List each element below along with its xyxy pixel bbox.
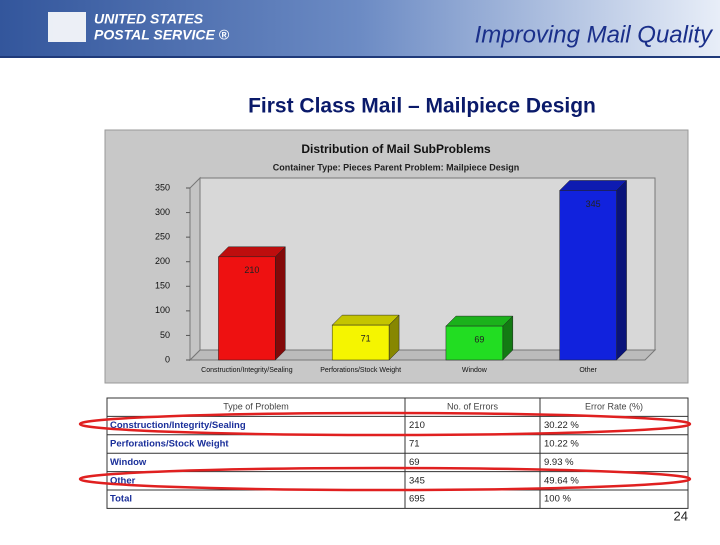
y-tick-label: 200 <box>155 256 170 266</box>
logo-text: UNITED STATES <box>94 11 204 27</box>
table-cell: 9.93 % <box>544 457 574 468</box>
header-rule <box>0 56 720 58</box>
table-header: Type of Problem <box>223 402 289 412</box>
table-cell: 10.22 % <box>544 439 579 450</box>
row-label: Construction/Integrity/Sealing <box>110 420 246 431</box>
table-cell: 100 % <box>544 494 571 505</box>
value-label: 210 <box>244 265 259 275</box>
side-wall <box>189 176 201 362</box>
bar-top <box>445 315 514 327</box>
row-label: Window <box>110 457 147 468</box>
bar-top <box>331 314 400 326</box>
table-cell: 345 <box>409 475 425 486</box>
bar-top <box>559 180 628 191</box>
row-label: Total <box>110 494 132 505</box>
row-label: Other <box>110 475 136 486</box>
table-cell: 69 <box>409 457 420 468</box>
value-label: 71 <box>361 333 371 343</box>
y-tick-label: 150 <box>155 281 170 291</box>
bar-side <box>616 179 627 361</box>
header-bar <box>0 0 720 56</box>
bar <box>218 256 276 361</box>
table-cell: 71 <box>409 439 420 450</box>
row-label: Perforations/Stock Weight <box>110 439 229 450</box>
table-cell: 210 <box>409 420 425 431</box>
table-cell: 30.22 % <box>544 420 579 431</box>
y-tick-label: 250 <box>155 232 170 242</box>
logo-text: POSTAL SERVICE ® <box>94 27 230 43</box>
value-label: 345 <box>586 199 601 209</box>
x-tick-label: Window <box>462 367 488 374</box>
y-tick-label: 300 <box>155 207 170 217</box>
bar <box>445 325 504 361</box>
x-tick-label: Perforations/Stock Weight <box>320 367 401 374</box>
bar <box>559 190 617 361</box>
x-tick-label: Construction/Integrity/Sealing <box>201 367 293 374</box>
chart-title: Distribution of Mail SubProblems <box>301 142 491 156</box>
logo-eagle <box>48 12 86 42</box>
y-tick-label: 50 <box>160 330 170 340</box>
chart-subtitle: Container Type: Pieces Parent Problem: M… <box>273 162 519 172</box>
table-header: Error Rate (%) <box>585 402 643 412</box>
y-tick-label: 0 <box>165 354 170 364</box>
highlight-ellipse <box>78 411 692 437</box>
highlight-ellipse <box>78 466 692 492</box>
bar-side <box>275 246 286 361</box>
table-header: No. of Errors <box>447 402 499 412</box>
y-tick-label: 350 <box>155 182 170 192</box>
header-title: Improving Mail Quality <box>475 21 714 48</box>
bar <box>331 324 390 361</box>
page-number: 24 <box>674 508 688 523</box>
value-label: 69 <box>474 334 484 344</box>
table-cell: 49.64 % <box>544 475 579 486</box>
table-cell: 695 <box>409 494 425 505</box>
x-tick-label: Other <box>579 367 597 374</box>
y-tick-label: 100 <box>155 305 170 315</box>
bar-top <box>217 246 286 258</box>
slide-title: First Class Mail – Mailpiece Design <box>248 95 596 118</box>
